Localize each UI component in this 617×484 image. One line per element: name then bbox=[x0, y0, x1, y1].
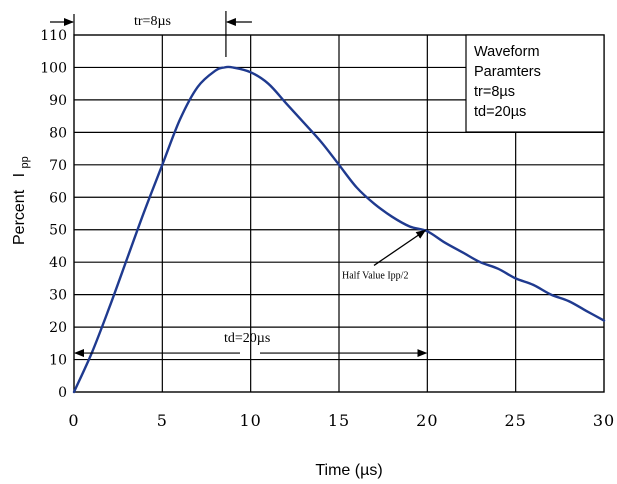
legend-td-value: td=20µs bbox=[474, 104, 526, 120]
plot-frame bbox=[73, 34, 605, 393]
y-axis-title-main: Percent bbox=[11, 189, 28, 245]
legend-box bbox=[465, 34, 605, 133]
y-tick-label: 20 bbox=[49, 320, 67, 336]
y-tick-label: 70 bbox=[49, 158, 67, 174]
y-tick-label: 50 bbox=[49, 223, 67, 239]
y-tick-labels: 0 10 20 30 40 50 60 70 80 90 100 110 bbox=[40, 28, 67, 401]
y-tick-label: 30 bbox=[49, 288, 67, 304]
svg-text:Percent I pp: Percent I pp bbox=[11, 156, 31, 245]
x-tick-label: 30 bbox=[593, 411, 615, 430]
y-axis-title-symbol: I bbox=[11, 173, 28, 177]
y-tick-label: 90 bbox=[49, 93, 67, 109]
tr-label: tr=8µs bbox=[134, 14, 171, 29]
legend-title-line1: Waveform bbox=[474, 44, 540, 60]
y-axis-title-subscript: pp bbox=[19, 156, 31, 168]
legend: Waveform Paramters tr=8µs td=20µs bbox=[465, 34, 605, 133]
y-tick-label: 40 bbox=[49, 255, 67, 271]
x-tick-label: 5 bbox=[157, 411, 168, 430]
y-tick-label: 10 bbox=[49, 353, 67, 369]
tr-annotation: tr=8µs bbox=[50, 11, 252, 57]
x-tick-label: 25 bbox=[504, 411, 526, 430]
legend-tr-value: tr=8µs bbox=[474, 84, 515, 100]
x-tick-label: 15 bbox=[328, 411, 350, 430]
x-tick-label: 0 bbox=[68, 411, 79, 430]
x-axis-title: Time (µs) bbox=[315, 462, 382, 479]
half-value-annotation: Half Value Ipp/2 bbox=[342, 229, 427, 281]
x-tick-labels: 0 5 10 15 20 25 30 bbox=[68, 411, 615, 430]
half-value-arrow bbox=[373, 229, 427, 266]
legend-title-line2: Paramters bbox=[474, 64, 541, 80]
y-tick-label: 0 bbox=[58, 385, 67, 401]
x-tick-label: 10 bbox=[239, 411, 261, 430]
waveform-curve bbox=[72, 65, 606, 394]
y-tick-label: 100 bbox=[40, 60, 67, 76]
grid bbox=[74, 35, 604, 392]
y-tick-label: 60 bbox=[49, 190, 67, 206]
y-axis-title: Percent I pp bbox=[11, 156, 31, 245]
half-value-label: Half Value Ipp/2 bbox=[342, 270, 408, 281]
x-tick-label: 20 bbox=[416, 411, 438, 430]
y-tick-label: 80 bbox=[49, 125, 67, 141]
y-tick-label: 110 bbox=[40, 28, 67, 44]
td-label: td=20µs bbox=[224, 331, 270, 346]
td-annotation: td=20µs bbox=[74, 331, 428, 358]
